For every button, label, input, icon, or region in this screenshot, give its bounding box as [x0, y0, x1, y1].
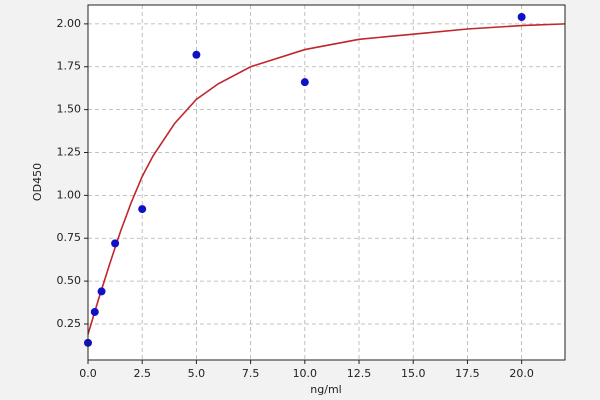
- x-tick-label: 12.5: [347, 367, 372, 380]
- y-tick-label: 1.25: [57, 145, 82, 158]
- x-tick-label: 5.0: [188, 367, 206, 380]
- data-point: [90, 307, 99, 316]
- y-tick-label: 1.75: [57, 60, 82, 73]
- data-point: [97, 287, 106, 296]
- data-point: [111, 239, 120, 248]
- x-tick-label: 10.0: [293, 367, 318, 380]
- y-axis-label: OD450: [31, 163, 44, 201]
- data-point: [300, 78, 309, 87]
- y-tick-label: 1.50: [57, 103, 82, 116]
- x-tick-label: 17.5: [455, 367, 480, 380]
- x-tick-label: 7.5: [242, 367, 260, 380]
- y-tick-label: 0.75: [57, 231, 82, 244]
- data-point: [138, 205, 147, 214]
- x-tick-label: 0.0: [79, 367, 97, 380]
- y-tick-label: 0.50: [57, 274, 82, 287]
- y-tick-label: 0.25: [57, 317, 82, 330]
- data-point: [517, 13, 526, 22]
- y-tick-label: 2.00: [57, 17, 82, 30]
- data-point: [192, 50, 201, 59]
- x-axis-label: ng/ml: [310, 383, 341, 396]
- x-tick-label: 2.5: [133, 367, 151, 380]
- layer: [84, 5, 566, 360]
- plot-frame: [87, 4, 566, 361]
- plot-area: [88, 5, 565, 360]
- x-tick-label: 15.0: [401, 367, 426, 380]
- y-tick-label: 1.00: [57, 188, 82, 201]
- x-tick-label: 20.0: [509, 367, 534, 380]
